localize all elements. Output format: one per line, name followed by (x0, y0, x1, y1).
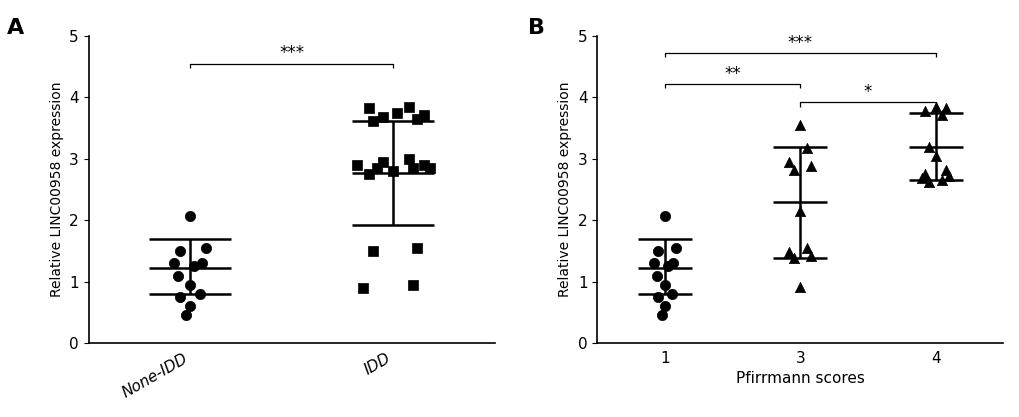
Point (360, 105, 376, 112)
Text: **: ** (723, 65, 740, 83)
Point (165, 260, 181, 266)
Point (664, 260, 681, 266)
Point (785, 255, 801, 261)
Point (171, 248, 187, 254)
Point (374, 158, 390, 165)
Point (648, 272, 664, 279)
Point (409, 244, 425, 251)
Point (792, 122, 808, 128)
Text: B: B (528, 18, 545, 38)
Point (194, 260, 210, 266)
Text: A: A (7, 18, 24, 38)
Point (792, 283, 808, 290)
Point (181, 281, 198, 288)
Y-axis label: Relative LINC00958 expression: Relative LINC00958 expression (50, 82, 63, 297)
Point (400, 156, 417, 162)
Point (192, 291, 208, 297)
Point (354, 284, 370, 291)
Point (409, 116, 425, 122)
Point (421, 165, 437, 171)
Point (785, 166, 801, 173)
Point (348, 162, 365, 168)
Point (364, 248, 380, 254)
Point (937, 105, 954, 112)
Point (656, 213, 673, 219)
Text: ***: *** (787, 34, 812, 52)
Point (384, 168, 400, 174)
Point (653, 312, 669, 319)
Point (181, 213, 198, 219)
Point (185, 263, 202, 270)
Point (933, 177, 950, 183)
Point (649, 294, 665, 300)
Point (177, 312, 194, 319)
Point (920, 143, 936, 150)
Point (181, 303, 198, 309)
Point (405, 165, 421, 171)
Point (415, 162, 431, 168)
Point (798, 144, 814, 151)
Point (645, 260, 661, 266)
Point (360, 171, 376, 178)
Point (171, 294, 187, 300)
Point (926, 103, 943, 110)
Point (798, 244, 814, 251)
Y-axis label: Relative LINC00958 expression: Relative LINC00958 expression (557, 82, 572, 297)
Point (926, 152, 943, 159)
Point (169, 272, 185, 279)
Point (802, 163, 818, 169)
Point (781, 249, 797, 256)
Point (937, 166, 954, 173)
Point (368, 165, 384, 171)
Point (792, 208, 808, 214)
Point (415, 111, 431, 118)
X-axis label: Pfirrmann scores: Pfirrmann scores (735, 371, 864, 386)
Point (364, 117, 380, 124)
Point (913, 175, 929, 182)
Point (667, 244, 684, 251)
Point (916, 171, 932, 178)
Point (388, 109, 405, 116)
Point (649, 248, 665, 254)
Point (656, 303, 673, 309)
Point (802, 253, 818, 259)
Point (781, 158, 797, 165)
Point (659, 263, 676, 270)
Point (656, 281, 673, 288)
Point (916, 108, 932, 114)
Point (663, 291, 680, 297)
Point (920, 179, 936, 186)
Text: *: * (863, 83, 871, 101)
Point (198, 244, 214, 251)
Point (400, 103, 417, 110)
Point (405, 281, 421, 288)
Point (941, 173, 957, 179)
Point (374, 114, 390, 121)
Point (933, 111, 950, 118)
Text: ***: *** (279, 44, 304, 63)
